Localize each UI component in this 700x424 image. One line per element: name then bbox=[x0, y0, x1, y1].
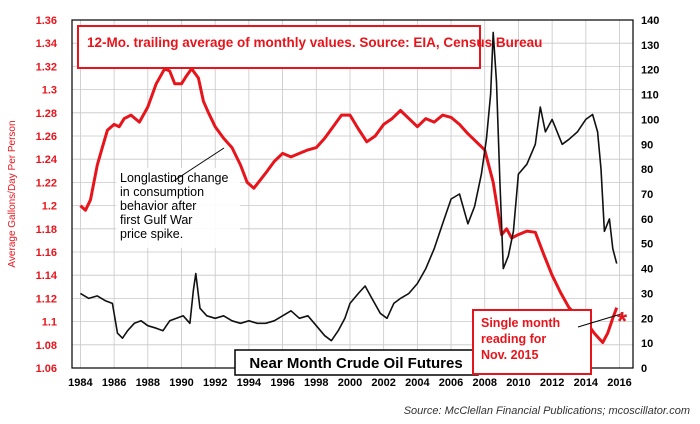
y-left-tick-label: 1.12 bbox=[36, 293, 57, 305]
x-tick-label: 1994 bbox=[237, 377, 262, 389]
legend-box: Near Month Crude Oil Futures bbox=[234, 349, 479, 376]
y-left-tick-label: 1.16 bbox=[36, 247, 57, 259]
x-tick-label: 2012 bbox=[540, 377, 564, 389]
annotation-gulf-war-text: Longlasting change in consumption behavior… bbox=[120, 171, 228, 241]
x-tick-label: 1990 bbox=[169, 377, 193, 389]
x-tick-label: 2016 bbox=[607, 377, 631, 389]
annotation-gulf-war: Longlasting change in consumption behavior… bbox=[116, 147, 240, 248]
y-right-tick-label: 40 bbox=[641, 264, 653, 276]
y-left-tick-label: 1.06 bbox=[36, 363, 57, 375]
y-right-tick-label: 100 bbox=[641, 114, 659, 126]
y-right-tick-label: 10 bbox=[641, 338, 653, 350]
series-line-consumption bbox=[79, 67, 619, 344]
series-layer bbox=[79, 31, 619, 344]
y-left-tick-label: 1.36 bbox=[36, 15, 57, 27]
y-left-tick-label: 1.26 bbox=[36, 131, 57, 143]
x-tick-label: 1998 bbox=[304, 377, 328, 389]
x-tick-label: 1996 bbox=[270, 377, 294, 389]
annotation-gulf-war-pointer bbox=[171, 147, 225, 183]
y-left-tick-label: 1.24 bbox=[36, 154, 58, 166]
y-right-tick-label: 90 bbox=[641, 139, 653, 151]
y-right-tick-label: 110 bbox=[641, 90, 659, 102]
y-right-tick-label: 120 bbox=[641, 65, 659, 77]
x-tick-label: 2014 bbox=[574, 377, 599, 389]
y-left-tick-label: 1.1 bbox=[42, 317, 57, 329]
x-tick-label: 2002 bbox=[371, 377, 395, 389]
source-credit: Source: McClellan Financial Publications… bbox=[403, 405, 690, 417]
y-left-tick-label: 1.08 bbox=[36, 340, 57, 352]
annotation-single-month-pointer bbox=[577, 313, 622, 328]
annotation-single-month-text: Single month reading for Nov. 2015 bbox=[481, 316, 560, 362]
source-note-text: 12-Mo. trailing average of monthly value… bbox=[87, 35, 542, 50]
y-left-tick-label: 1.34 bbox=[36, 38, 58, 50]
y-right-tick-label: 60 bbox=[641, 214, 653, 226]
series-line-crude-oil bbox=[79, 31, 618, 342]
y-left-tick-label: 1.3 bbox=[42, 85, 57, 97]
y-right-tick-label: 70 bbox=[641, 189, 653, 201]
x-tick-label: 1992 bbox=[203, 377, 227, 389]
y-left-tick-label: 1.14 bbox=[36, 270, 58, 282]
y-right-tick-label: 80 bbox=[641, 164, 653, 176]
y-right-tick-label: 130 bbox=[641, 40, 659, 52]
x-tick-label: 2006 bbox=[439, 377, 463, 389]
y-left-tick-label: 1.32 bbox=[36, 61, 57, 73]
source-note-box: 12-Mo. trailing average of monthly value… bbox=[77, 25, 542, 69]
y-right-tick-label: 20 bbox=[641, 313, 653, 325]
y-right-tick-label: 140 bbox=[641, 15, 659, 27]
x-tick-label: 2004 bbox=[405, 377, 430, 389]
y-left-tick-label: 1.18 bbox=[36, 224, 57, 236]
y-left-tick-labels: 1.36 1.34 1.32 1.3 1.28 1.26 1.24 1.22 1.2 1.18 1.… bbox=[36, 15, 58, 375]
x-tick-label: 1984 bbox=[68, 377, 93, 389]
asterisk-marker: * bbox=[617, 306, 628, 336]
x-tick-label: 1986 bbox=[102, 377, 126, 389]
y-left-tick-label: 1.28 bbox=[36, 108, 57, 120]
x-tick-label: 1988 bbox=[136, 377, 160, 389]
y-right-tick-label: 30 bbox=[641, 288, 653, 300]
y-right-tick-label: 0 bbox=[641, 363, 647, 375]
y-axis-label-left: Average Gallons/Day Per Person bbox=[7, 120, 18, 267]
y-left-tick-label: 1.22 bbox=[36, 177, 57, 189]
x-tick-label: 2010 bbox=[506, 377, 530, 389]
annotation-single-month: Single month reading for Nov. 2015 * bbox=[472, 306, 628, 375]
y-left-tick-label: 1.2 bbox=[42, 201, 57, 213]
x-tick-label: 2008 bbox=[473, 377, 497, 389]
legend-label: Near Month Crude Oil Futures bbox=[249, 355, 462, 372]
y-right-tick-label: 50 bbox=[641, 239, 653, 251]
x-tick-label: 2000 bbox=[338, 377, 362, 389]
x-tick-labels: 1984 1986 1988 1990 1992 1994 1996 1998 2000 2002… bbox=[68, 377, 632, 389]
